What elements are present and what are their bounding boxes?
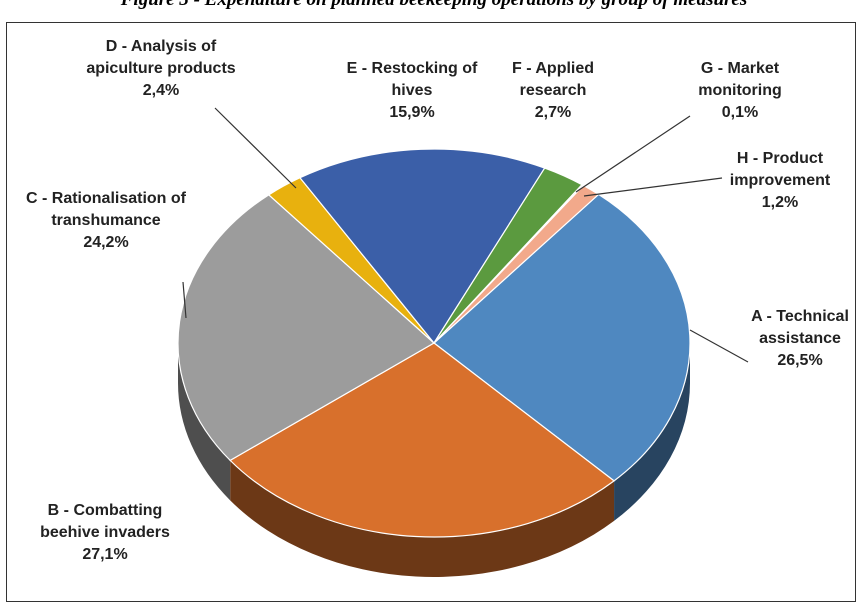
chart-title: Figure 3 - Expenditure on planned beekee…: [0, 0, 868, 11]
data-label: D - Analysis of apiculture products 2,4%: [86, 36, 236, 102]
value-label: 1,2%: [761, 194, 799, 211]
data-label: F - Applied research 2,7%: [500, 58, 606, 124]
data-label: C - Rationalisation of transhumance 24,2%: [16, 188, 196, 254]
category-label: F - Applied research: [511, 60, 595, 99]
value-label: 27,1%: [82, 546, 128, 563]
value-label: 2,4%: [142, 82, 180, 99]
value-label: 0,1%: [721, 104, 759, 121]
slice-side: [614, 343, 690, 521]
category-label: D - Analysis of apiculture products: [86, 38, 236, 77]
value-label: 26,5%: [777, 352, 823, 369]
category-label: E - Restocking of hives: [346, 60, 478, 99]
leader-line: [182, 281, 187, 319]
slice: [299, 148, 546, 345]
category-label: H - Product improvement: [729, 150, 831, 189]
data-label: G - Market monitoring 0,1%: [670, 58, 810, 124]
slice: [433, 193, 691, 482]
slice-side: [230, 460, 615, 577]
leader-line: [583, 177, 723, 197]
slice: [229, 342, 616, 538]
data-label: H - Product improvement 1,2%: [700, 148, 860, 214]
category-label: C - Rationalisation of transhumance: [26, 190, 186, 229]
data-label: B - Combatting beehive invaders 27,1%: [20, 500, 190, 566]
category-label: A - Technical assistance: [751, 308, 849, 347]
data-label: E - Restocking of hives 15,9%: [336, 58, 488, 124]
category-label: G - Market monitoring: [698, 60, 782, 99]
value-label: 15,9%: [389, 104, 435, 121]
category-label: B - Combatting beehive invaders: [40, 502, 170, 541]
slice: [177, 194, 436, 462]
chart: [177, 107, 749, 577]
value-label: 2,7%: [534, 104, 572, 121]
value-label: 24,2%: [83, 234, 129, 251]
data-label: A - Technical assistance 26,5%: [738, 306, 862, 372]
leader-line: [214, 107, 297, 189]
leader-line: [575, 115, 691, 193]
slice-side: [178, 343, 231, 501]
leader-line: [689, 329, 749, 363]
